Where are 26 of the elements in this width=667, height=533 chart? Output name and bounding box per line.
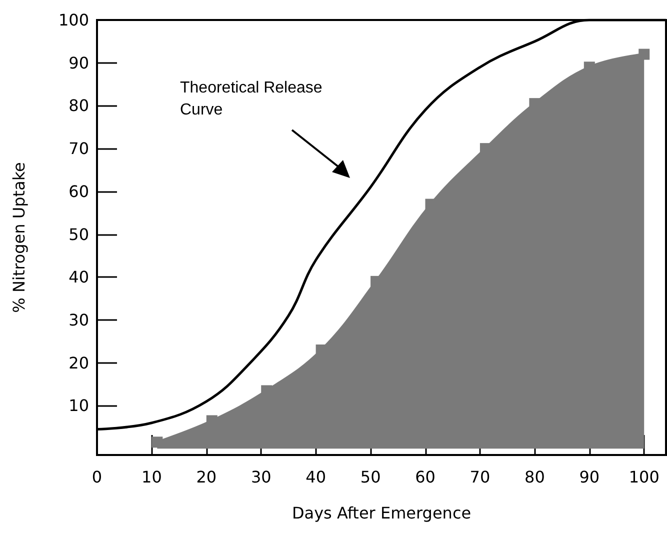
x-tick-label: 100 <box>628 468 660 486</box>
y-tick-label: 50 <box>68 224 89 244</box>
point <box>638 48 650 60</box>
y-tick-label: 100 <box>58 10 89 30</box>
y-tick-label: 30 <box>68 310 89 330</box>
x-tick-label: 20 <box>196 468 217 486</box>
x-tick-label: 10 <box>142 468 162 486</box>
x-tick-label: 60 <box>415 468 436 486</box>
x-tick-label: 50 <box>360 468 381 486</box>
x-tick-label: 80 <box>524 468 545 486</box>
x-tick-label: 90 <box>579 468 600 486</box>
x-tick-label: 70 <box>470 468 490 486</box>
y-tick-label: 40 <box>68 268 89 287</box>
annotation: Theoretical Release Curve <box>180 80 327 118</box>
x-tick-label: 30 <box>250 468 272 486</box>
y-tick-label: 60 <box>68 182 89 201</box>
y-tick-label: 20 <box>68 353 89 372</box>
point <box>152 436 163 448</box>
y-tick-label: 90 <box>68 53 89 72</box>
y-tick-label: 80 <box>68 96 89 116</box>
y-axis-title: % Nitrogen Uptake <box>10 162 28 313</box>
y-tick-label: 70 <box>68 139 89 158</box>
x-tick-label: 0 <box>92 468 102 486</box>
x-tick-label: 40 <box>306 468 326 486</box>
x-axis-title: Days After Emergence <box>292 504 472 522</box>
y-tick-label: 10 <box>68 396 89 416</box>
